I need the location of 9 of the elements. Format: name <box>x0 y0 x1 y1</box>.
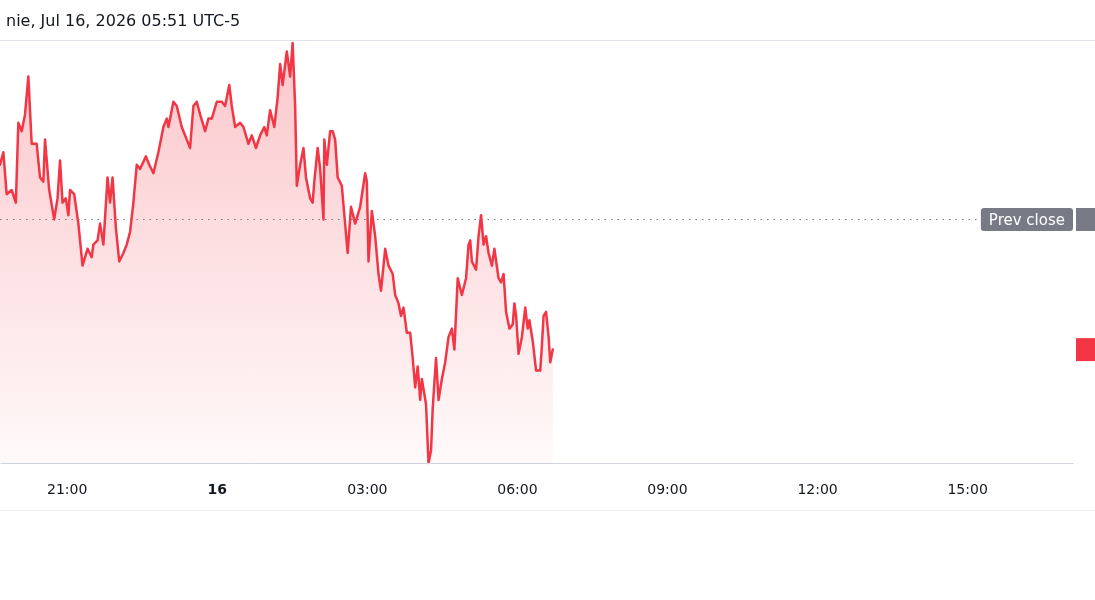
x-tick-label: 12:00 <box>797 480 838 497</box>
ref-line-label: Prev close <box>988 210 1065 229</box>
x-tick-label: 16 <box>207 480 228 497</box>
x-tick-label: 21:00 <box>47 480 88 497</box>
x-tick-label: 15:00 <box>947 480 988 497</box>
x-tick-label: 09:00 <box>647 480 688 497</box>
x-tick-label: 03:00 <box>347 480 388 497</box>
chart-title: nie, Jul 16, 2026 05:51 UTC-5 <box>6 11 241 30</box>
x-tick-label: 06:00 <box>497 480 538 497</box>
